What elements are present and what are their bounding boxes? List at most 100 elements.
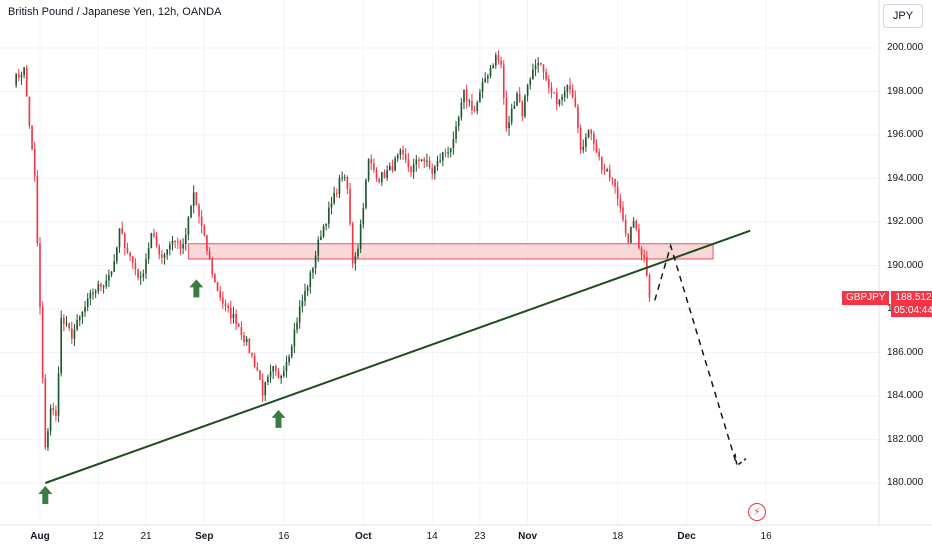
candle-down xyxy=(542,64,545,73)
candle-up xyxy=(116,247,118,262)
candle-up xyxy=(84,307,86,312)
candle-down xyxy=(505,97,508,129)
candle-up xyxy=(632,221,635,228)
trendline[interactable] xyxy=(44,229,751,484)
candle-down xyxy=(349,188,351,224)
candle-down xyxy=(28,96,31,126)
candle-down xyxy=(237,324,240,327)
candle-down xyxy=(611,178,614,180)
candle-down xyxy=(624,219,627,234)
candle-down xyxy=(240,326,243,336)
candle-up xyxy=(47,431,49,448)
candle-down xyxy=(391,165,394,171)
time-tick: 16 xyxy=(278,531,290,542)
candle-down xyxy=(41,307,44,379)
candle-up xyxy=(463,89,465,103)
candle-up xyxy=(566,85,569,92)
candle-down xyxy=(63,318,65,324)
candle-down xyxy=(547,79,550,88)
candle-up xyxy=(484,78,487,83)
candle-down xyxy=(378,178,381,183)
candle-down xyxy=(502,64,505,98)
candle-down xyxy=(635,221,638,229)
lightning-icon[interactable]: ⚡ xyxy=(748,503,766,521)
candle-down xyxy=(275,366,277,372)
candle-down xyxy=(158,245,161,255)
up-arrow-marker[interactable] xyxy=(271,409,286,428)
candle-up xyxy=(439,160,441,162)
candle-up xyxy=(113,261,116,272)
resistance-zone[interactable] xyxy=(187,243,714,260)
candle-down xyxy=(200,216,203,227)
candle-down xyxy=(31,125,33,149)
candle-up xyxy=(20,75,23,78)
time-tick: 16 xyxy=(760,531,772,542)
candle-up xyxy=(272,366,275,372)
candle-down xyxy=(36,176,39,244)
candle-down xyxy=(375,169,378,179)
candle-down xyxy=(497,55,500,61)
candle-down xyxy=(195,192,198,205)
price-tick: 190.000 xyxy=(887,259,924,271)
candle-up xyxy=(190,205,192,218)
candle-down xyxy=(598,152,600,157)
up-arrow-marker[interactable] xyxy=(38,486,53,504)
candle-up xyxy=(447,152,449,154)
candle-up xyxy=(92,292,94,294)
candle-down xyxy=(574,97,577,107)
candle-up xyxy=(150,233,153,248)
candle-up xyxy=(86,298,89,308)
candle-up xyxy=(118,228,121,248)
candle-down xyxy=(55,410,57,416)
candle-down xyxy=(518,93,521,102)
candle-up xyxy=(396,154,399,159)
candle-up xyxy=(314,255,317,269)
candle-down xyxy=(373,163,375,170)
candle-up xyxy=(441,152,444,161)
candle-down xyxy=(176,241,179,243)
candle-up xyxy=(293,329,296,347)
candle-down xyxy=(407,159,410,167)
candle-down xyxy=(123,233,126,249)
candle-up xyxy=(309,272,312,288)
candle-down xyxy=(52,408,55,411)
candle-down xyxy=(646,257,648,276)
trendline-layer xyxy=(44,229,751,484)
candle-up xyxy=(434,166,436,174)
candle-down xyxy=(261,379,264,396)
candle-down xyxy=(211,259,214,275)
candle-down xyxy=(129,252,131,257)
candle-down xyxy=(431,167,434,174)
candle-down xyxy=(206,235,208,252)
candle-down xyxy=(550,87,553,93)
candle-down xyxy=(622,207,624,220)
projection-path[interactable] xyxy=(654,243,738,466)
candle-down xyxy=(638,228,640,249)
candle-up xyxy=(365,179,367,208)
candle-up xyxy=(78,316,81,321)
candle-down xyxy=(17,73,20,78)
grid xyxy=(0,0,879,525)
time-tick: 21 xyxy=(140,531,152,542)
candle-up xyxy=(330,203,333,208)
candle-up xyxy=(508,122,510,129)
candle-up xyxy=(312,268,314,273)
candle-up xyxy=(524,95,526,117)
candle-up xyxy=(108,274,110,281)
candle-down xyxy=(616,186,619,200)
candle-up xyxy=(452,138,455,149)
candle-down xyxy=(222,297,224,304)
candle-down xyxy=(640,248,643,256)
candle-up xyxy=(73,329,76,339)
candle-up xyxy=(192,192,195,206)
candle-up xyxy=(23,67,25,76)
projection-layer xyxy=(654,243,747,467)
candle-up xyxy=(171,241,174,245)
candle-up xyxy=(147,247,150,260)
candle-up xyxy=(182,244,184,249)
candle-down xyxy=(577,106,579,128)
up-arrow-marker[interactable] xyxy=(189,279,204,298)
candle-up xyxy=(489,68,492,77)
currency-button[interactable]: JPY xyxy=(883,4,923,28)
